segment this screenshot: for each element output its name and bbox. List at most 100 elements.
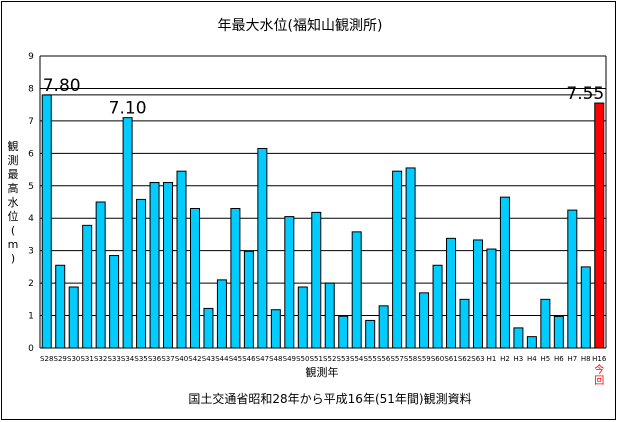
bar bbox=[553, 316, 564, 349]
x-tick-label: S58 bbox=[404, 355, 417, 363]
bar bbox=[446, 237, 457, 349]
x-axis-categories: S28 S29 S30 S31 S32 S33 S34 S35 S36 S37 S40 S42 S43 S… bbox=[40, 355, 607, 387]
bar bbox=[338, 315, 349, 349]
x-tick-label: S31 bbox=[80, 355, 93, 363]
bar bbox=[95, 201, 106, 349]
bar bbox=[41, 94, 52, 349]
x-tick-label: S60 bbox=[431, 355, 444, 363]
bar bbox=[324, 282, 335, 349]
bar bbox=[580, 266, 591, 349]
y-tick-label: 0 bbox=[28, 344, 34, 354]
current-year-label: 今回 bbox=[594, 363, 604, 387]
data-label: 7.80 bbox=[43, 76, 81, 96]
y-tick-label: 7 bbox=[28, 117, 34, 127]
x-tick-label: S55 bbox=[363, 355, 376, 363]
bar bbox=[567, 209, 578, 349]
bar bbox=[297, 286, 308, 349]
bar bbox=[392, 170, 403, 349]
y-tick-label: 2 bbox=[28, 279, 34, 289]
x-tick-label: S48 bbox=[269, 355, 282, 363]
bar bbox=[109, 255, 120, 349]
x-tick-label: S30 bbox=[67, 355, 80, 363]
x-tick-label: S37 bbox=[161, 355, 174, 363]
bar bbox=[149, 182, 160, 349]
x-tick-label: S62 bbox=[458, 355, 471, 363]
bar bbox=[163, 182, 174, 349]
x-tick-label: S51 bbox=[310, 355, 323, 363]
chart-title: 年最大水位(福知山観測所) bbox=[218, 17, 383, 34]
y-tick-label: 6 bbox=[28, 149, 34, 159]
bar bbox=[472, 239, 483, 349]
y-tick-label: 3 bbox=[28, 247, 34, 257]
bar bbox=[459, 298, 470, 349]
x-tick-label: S63 bbox=[471, 355, 484, 363]
y-tick-label: 5 bbox=[28, 182, 34, 192]
bar bbox=[68, 286, 79, 349]
data-source-caption: 国土交通省昭和28年から平成16年(51年間)観測資料 bbox=[188, 391, 471, 406]
bar bbox=[499, 196, 510, 349]
y-axis-label: 観測最高水位(m) bbox=[8, 139, 19, 265]
bar bbox=[203, 307, 214, 349]
bar bbox=[513, 327, 524, 349]
bar bbox=[257, 147, 268, 349]
bar bbox=[365, 319, 376, 349]
gridlines bbox=[39, 55, 607, 349]
bar bbox=[122, 117, 133, 349]
x-tick-label: S33 bbox=[107, 355, 120, 363]
bars bbox=[41, 94, 605, 349]
y-tick-label: 4 bbox=[28, 214, 34, 224]
y-axis-ticks: 0 1 2 3 4 5 6 7 8 9 bbox=[28, 52, 34, 354]
x-tick-label: S32 bbox=[94, 355, 107, 363]
x-tick-label: S61 bbox=[444, 355, 457, 363]
bar bbox=[176, 170, 187, 349]
x-tick-label: S28 bbox=[40, 355, 53, 363]
bar bbox=[432, 264, 443, 349]
x-tick-label: H2 bbox=[500, 355, 510, 363]
x-tick-label: H4 bbox=[527, 355, 537, 363]
x-tick-label: H8 bbox=[581, 355, 591, 363]
x-tick-label: S56 bbox=[377, 355, 391, 363]
x-tick-label: S43 bbox=[202, 355, 215, 363]
bar bbox=[351, 231, 362, 349]
bar bbox=[243, 250, 254, 349]
x-tick-label: S52 bbox=[323, 355, 336, 363]
bar bbox=[284, 216, 295, 349]
data-label: 7.10 bbox=[109, 99, 147, 119]
x-tick-label: S46 bbox=[242, 355, 256, 363]
bar bbox=[216, 279, 227, 349]
x-tick-label: S44 bbox=[215, 355, 229, 363]
bar bbox=[189, 207, 200, 349]
x-tick-label: S42 bbox=[188, 355, 201, 363]
x-tick-label: S57 bbox=[390, 355, 403, 363]
annotations: 7.80 7.10 7.55 bbox=[43, 76, 605, 119]
x-tick-label: S45 bbox=[229, 355, 242, 363]
bar bbox=[486, 248, 497, 349]
x-tick-label: H7 bbox=[567, 355, 577, 363]
x-tick-label: H3 bbox=[514, 355, 524, 363]
x-tick-label: S59 bbox=[417, 355, 430, 363]
x-tick-label: S40 bbox=[175, 355, 188, 363]
bar bbox=[526, 336, 537, 349]
bar bbox=[405, 167, 416, 349]
bar bbox=[55, 264, 66, 349]
bar bbox=[311, 211, 322, 349]
x-tick-label: S50 bbox=[296, 355, 309, 363]
bar bbox=[230, 207, 241, 349]
bar bbox=[378, 305, 389, 349]
bar bbox=[540, 298, 551, 349]
x-tick-label: S49 bbox=[283, 355, 296, 363]
x-tick-label: S34 bbox=[121, 355, 135, 363]
x-tick-label: S54 bbox=[350, 355, 364, 363]
bar bbox=[82, 224, 93, 349]
bar bbox=[270, 309, 281, 349]
y-tick-label: 8 bbox=[28, 84, 34, 94]
x-tick-label: H6 bbox=[554, 355, 564, 363]
x-tick-label: S35 bbox=[134, 355, 147, 363]
x-axis-label: 観測年 bbox=[306, 365, 339, 379]
data-label: 7.55 bbox=[566, 84, 604, 104]
x-tick-label: H5 bbox=[540, 355, 550, 363]
x-tick-label: S29 bbox=[54, 355, 67, 363]
bar bbox=[136, 198, 147, 349]
x-tick-label: S36 bbox=[148, 355, 162, 363]
